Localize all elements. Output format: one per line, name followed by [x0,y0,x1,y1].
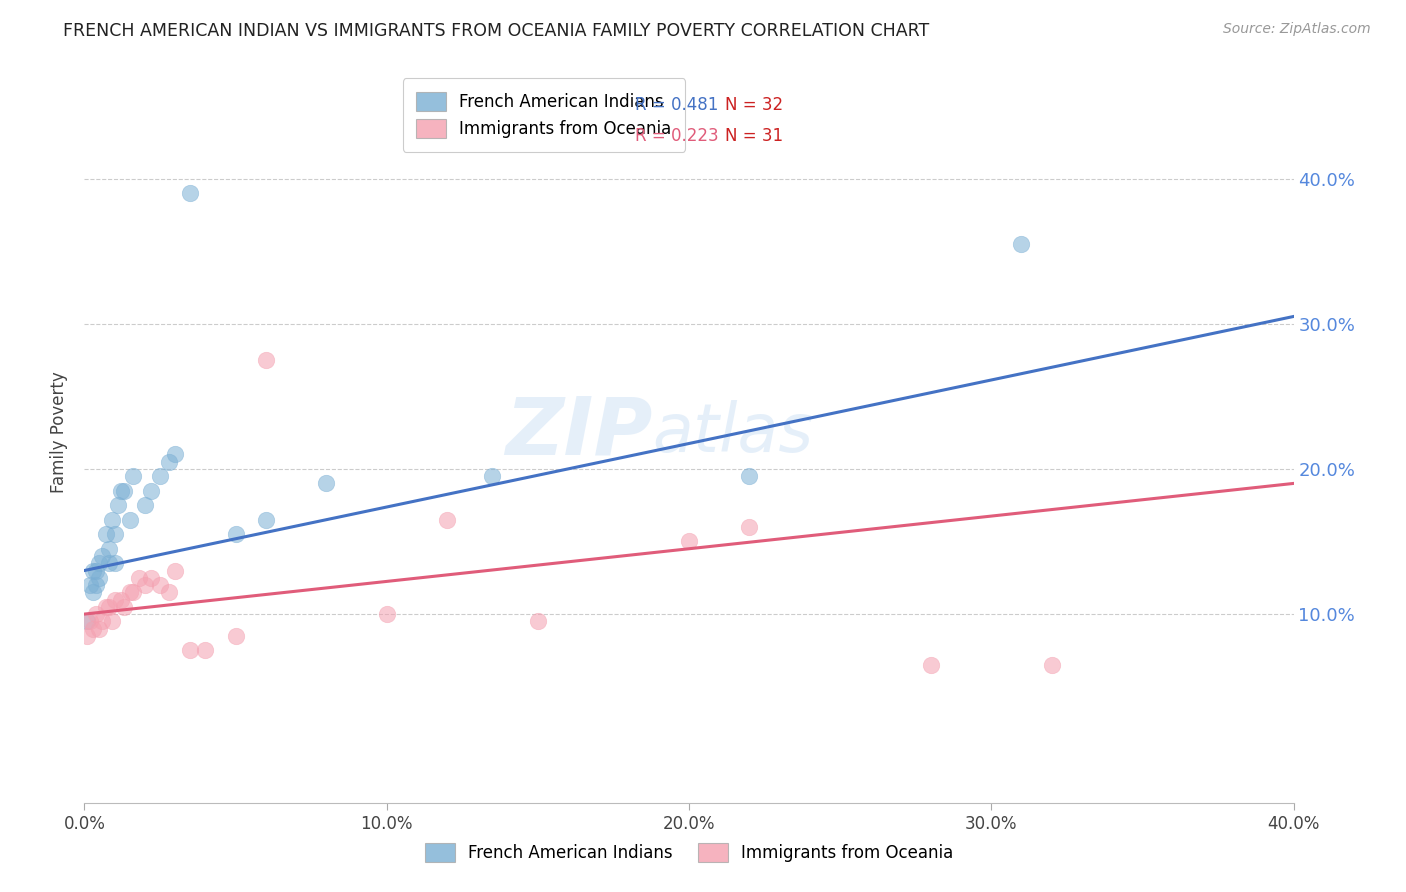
Text: ZIP: ZIP [505,393,652,472]
Point [225,527,247,541]
Point [375,607,398,621]
Point [225,629,247,643]
Point [165,564,187,578]
Point [139,483,162,498]
Text: atlas: atlas [652,400,814,466]
Point [86,564,108,578]
Point [920,657,942,672]
Point [100,615,122,629]
Point [94,527,117,541]
Point [527,615,550,629]
Point [157,455,180,469]
Point [1011,236,1033,251]
Point [134,578,156,592]
Point [82,585,104,599]
Point [118,513,141,527]
Point [107,498,129,512]
Point [94,599,117,614]
Text: R = 0.481: R = 0.481 [634,96,718,114]
Point [157,585,180,599]
Point [104,556,127,570]
Point [134,498,156,512]
Point [738,469,761,483]
Point [165,447,187,461]
Point [91,615,114,629]
Point [436,513,458,527]
Point [76,615,98,629]
Legend: French American Indians, Immigrants from Oceania: French American Indians, Immigrants from… [418,836,960,869]
Point [139,571,162,585]
Point [149,469,172,483]
Point [254,513,277,527]
Point [179,186,201,200]
Point [110,483,132,498]
Point [76,629,98,643]
Point [1040,657,1063,672]
Point [678,534,700,549]
Point [86,607,108,621]
Point [79,615,101,629]
Point [315,476,337,491]
Point [112,483,135,498]
Point [149,578,172,592]
Point [128,571,150,585]
Text: N = 31: N = 31 [725,128,783,145]
Point [121,469,143,483]
Point [89,571,111,585]
Point [194,643,217,657]
Point [118,585,141,599]
Text: R = 0.223: R = 0.223 [634,128,718,145]
Point [254,353,277,368]
Point [79,578,101,592]
Point [97,556,120,570]
Text: FRENCH AMERICAN INDIAN VS IMMIGRANTS FROM OCEANIA FAMILY POVERTY CORRELATION CHA: FRENCH AMERICAN INDIAN VS IMMIGRANTS FRO… [63,22,929,40]
Point [121,585,143,599]
Point [179,643,201,657]
Point [110,592,132,607]
Point [89,622,111,636]
Point [112,599,135,614]
Point [97,599,120,614]
Point [97,541,120,556]
Point [100,513,122,527]
Point [738,520,761,534]
Point [91,549,114,563]
Point [104,527,127,541]
Y-axis label: Family Poverty: Family Poverty [51,372,69,493]
Point [86,578,108,592]
Text: Source: ZipAtlas.com: Source: ZipAtlas.com [1223,22,1371,37]
Point [89,556,111,570]
Text: N = 32: N = 32 [725,96,783,114]
Point [82,564,104,578]
Point [82,622,104,636]
Point [481,469,503,483]
Point [104,592,127,607]
